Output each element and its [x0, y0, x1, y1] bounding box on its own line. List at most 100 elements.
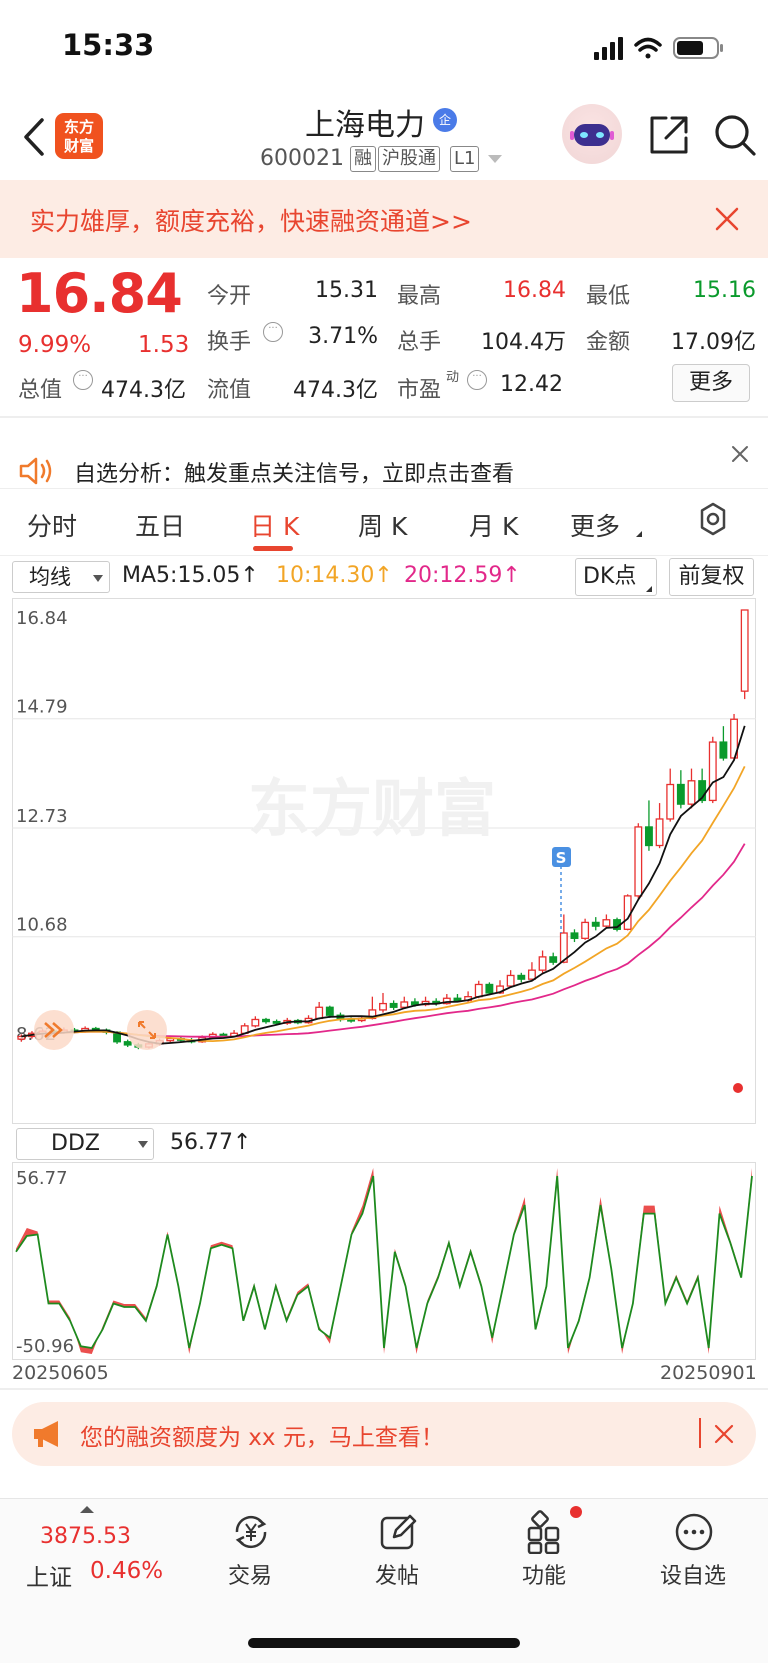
candle-body [708, 741, 717, 802]
ddz-lines [15, 1168, 753, 1354]
y-tick-label: 12.73 [16, 806, 68, 827]
candle [644, 800, 653, 851]
search-button[interactable] [712, 112, 758, 158]
ma-select[interactable]: 均线 [12, 561, 110, 593]
nav-add-watch-label[interactable]: 设自选 [660, 1564, 727, 1589]
more-corner-icon [636, 531, 642, 537]
change-amount: 1.53 [138, 332, 190, 358]
candle [570, 929, 579, 943]
assistant-robot-icon[interactable] [562, 104, 622, 164]
tab-weekly-k[interactable]: 周 K [358, 512, 408, 541]
candle [389, 1000, 398, 1010]
tag-hk-connect: 沪股通 [378, 146, 440, 172]
close-icon[interactable] [728, 442, 752, 466]
back-button[interactable] [14, 112, 54, 162]
caret-down-icon [138, 1141, 148, 1148]
ddz-line [15, 1175, 753, 1349]
caret-down-icon [93, 575, 103, 582]
candle-body [262, 1018, 270, 1023]
tag-level: L1 [450, 146, 480, 172]
stock-name[interactable]: 上海电力 [305, 108, 425, 143]
chevron-down-icon[interactable] [488, 155, 502, 163]
tab-intraday[interactable]: 分时 [27, 512, 78, 541]
candle [666, 768, 675, 822]
candle-body [740, 609, 749, 692]
candle-body [485, 983, 494, 994]
watermark: 东方财富 [248, 772, 496, 845]
home-indicator[interactable] [248, 1638, 520, 1648]
separator [699, 1418, 701, 1448]
search-icon [715, 115, 756, 156]
settings-button[interactable] [696, 502, 730, 536]
open-value: 15.31 [315, 278, 378, 303]
candle-body [315, 1006, 324, 1020]
close-icon[interactable] [712, 1422, 736, 1446]
bottom-navigation [0, 1498, 768, 1663]
volume-value: 104.4万 [481, 330, 566, 355]
tab-more[interactable]: 更多 [570, 512, 621, 541]
divider [0, 1388, 768, 1390]
candle [123, 1039, 132, 1048]
tag-margin: 融 [350, 146, 376, 172]
ddz-select[interactable]: DDZ [16, 1128, 154, 1160]
megaphone-icon [34, 1421, 58, 1447]
stock-code: 600021 [260, 146, 344, 171]
tab-monthly-k[interactable]: 月 K [469, 512, 519, 541]
turnover-label: 换手 [207, 330, 252, 355]
dk-point-select[interactable]: DK点 [575, 558, 657, 596]
notice-text[interactable]: 自选分析：触发重点关注信号，立即点击查看 [74, 462, 515, 487]
index-name[interactable]: 上证 [26, 1565, 72, 1591]
nav-trade-label[interactable]: 交易 [228, 1564, 273, 1589]
financing-text[interactable]: 您的融资额度为 xx 元，马上查看！ [80, 1425, 444, 1451]
candle-body [570, 932, 579, 939]
expand-icon[interactable] [127, 1010, 167, 1050]
index-change-pct[interactable]: 0.46% [90, 1558, 164, 1584]
candle-body [517, 974, 526, 980]
signal-icon [594, 37, 623, 60]
info-icon[interactable]: ··· [263, 322, 283, 342]
share-button[interactable] [646, 112, 692, 158]
share-icon [650, 116, 688, 154]
candle [527, 962, 536, 981]
nav-apps-label[interactable]: 功能 [522, 1564, 567, 1589]
signal-s-marker[interactable]: S [552, 847, 571, 933]
double-arrow-icon[interactable] [34, 1010, 74, 1050]
candle-body [623, 895, 632, 930]
app-logo[interactable]: 东方 财富 [55, 113, 103, 159]
wifi-icon [634, 37, 662, 59]
tab-daily-k[interactable]: 日 K [250, 512, 300, 541]
turnover-value: 3.71% [308, 324, 378, 349]
candle-body [400, 1001, 409, 1008]
apps-icon[interactable] [524, 1510, 568, 1554]
promo-banner[interactable] [0, 180, 768, 258]
more-button[interactable]: 更多 [672, 364, 750, 402]
index-value[interactable]: 3875.53 [40, 1524, 131, 1549]
post-icon[interactable] [376, 1510, 420, 1554]
y-tick-label: 16.84 [16, 608, 68, 629]
y-tick-label: 10.68 [16, 915, 68, 936]
battery-icon [673, 37, 723, 59]
candle-body [666, 783, 675, 820]
close-icon[interactable] [712, 204, 742, 234]
candle [623, 894, 632, 931]
caret-up-icon[interactable] [80, 1506, 94, 1513]
speaker-icon [19, 457, 52, 485]
live-dot [733, 1083, 743, 1093]
candle-body [325, 1006, 334, 1016]
nav-post-label[interactable]: 发帖 [375, 1564, 420, 1589]
more-dots-icon[interactable] [672, 1510, 716, 1554]
signal-s-label: S [556, 849, 567, 867]
candle [559, 914, 568, 964]
high-label: 最高 [397, 284, 442, 309]
pe-superscript: 动 [446, 370, 460, 385]
promo-text[interactable]: 实力雄厚，额度充裕，快速融资通道>> [30, 207, 472, 236]
ddz-chart[interactable]: 56.77 -50.96 [12, 1162, 756, 1360]
candle [602, 914, 611, 929]
trade-icon[interactable] [229, 1510, 273, 1554]
financing-banner[interactable] [12, 1402, 756, 1466]
info-icon[interactable]: ··· [73, 370, 93, 390]
tab-five-day[interactable]: 五日 [135, 512, 186, 541]
adjust-select[interactable]: 前复权 [669, 558, 754, 596]
info-icon[interactable]: ··· [467, 370, 487, 390]
